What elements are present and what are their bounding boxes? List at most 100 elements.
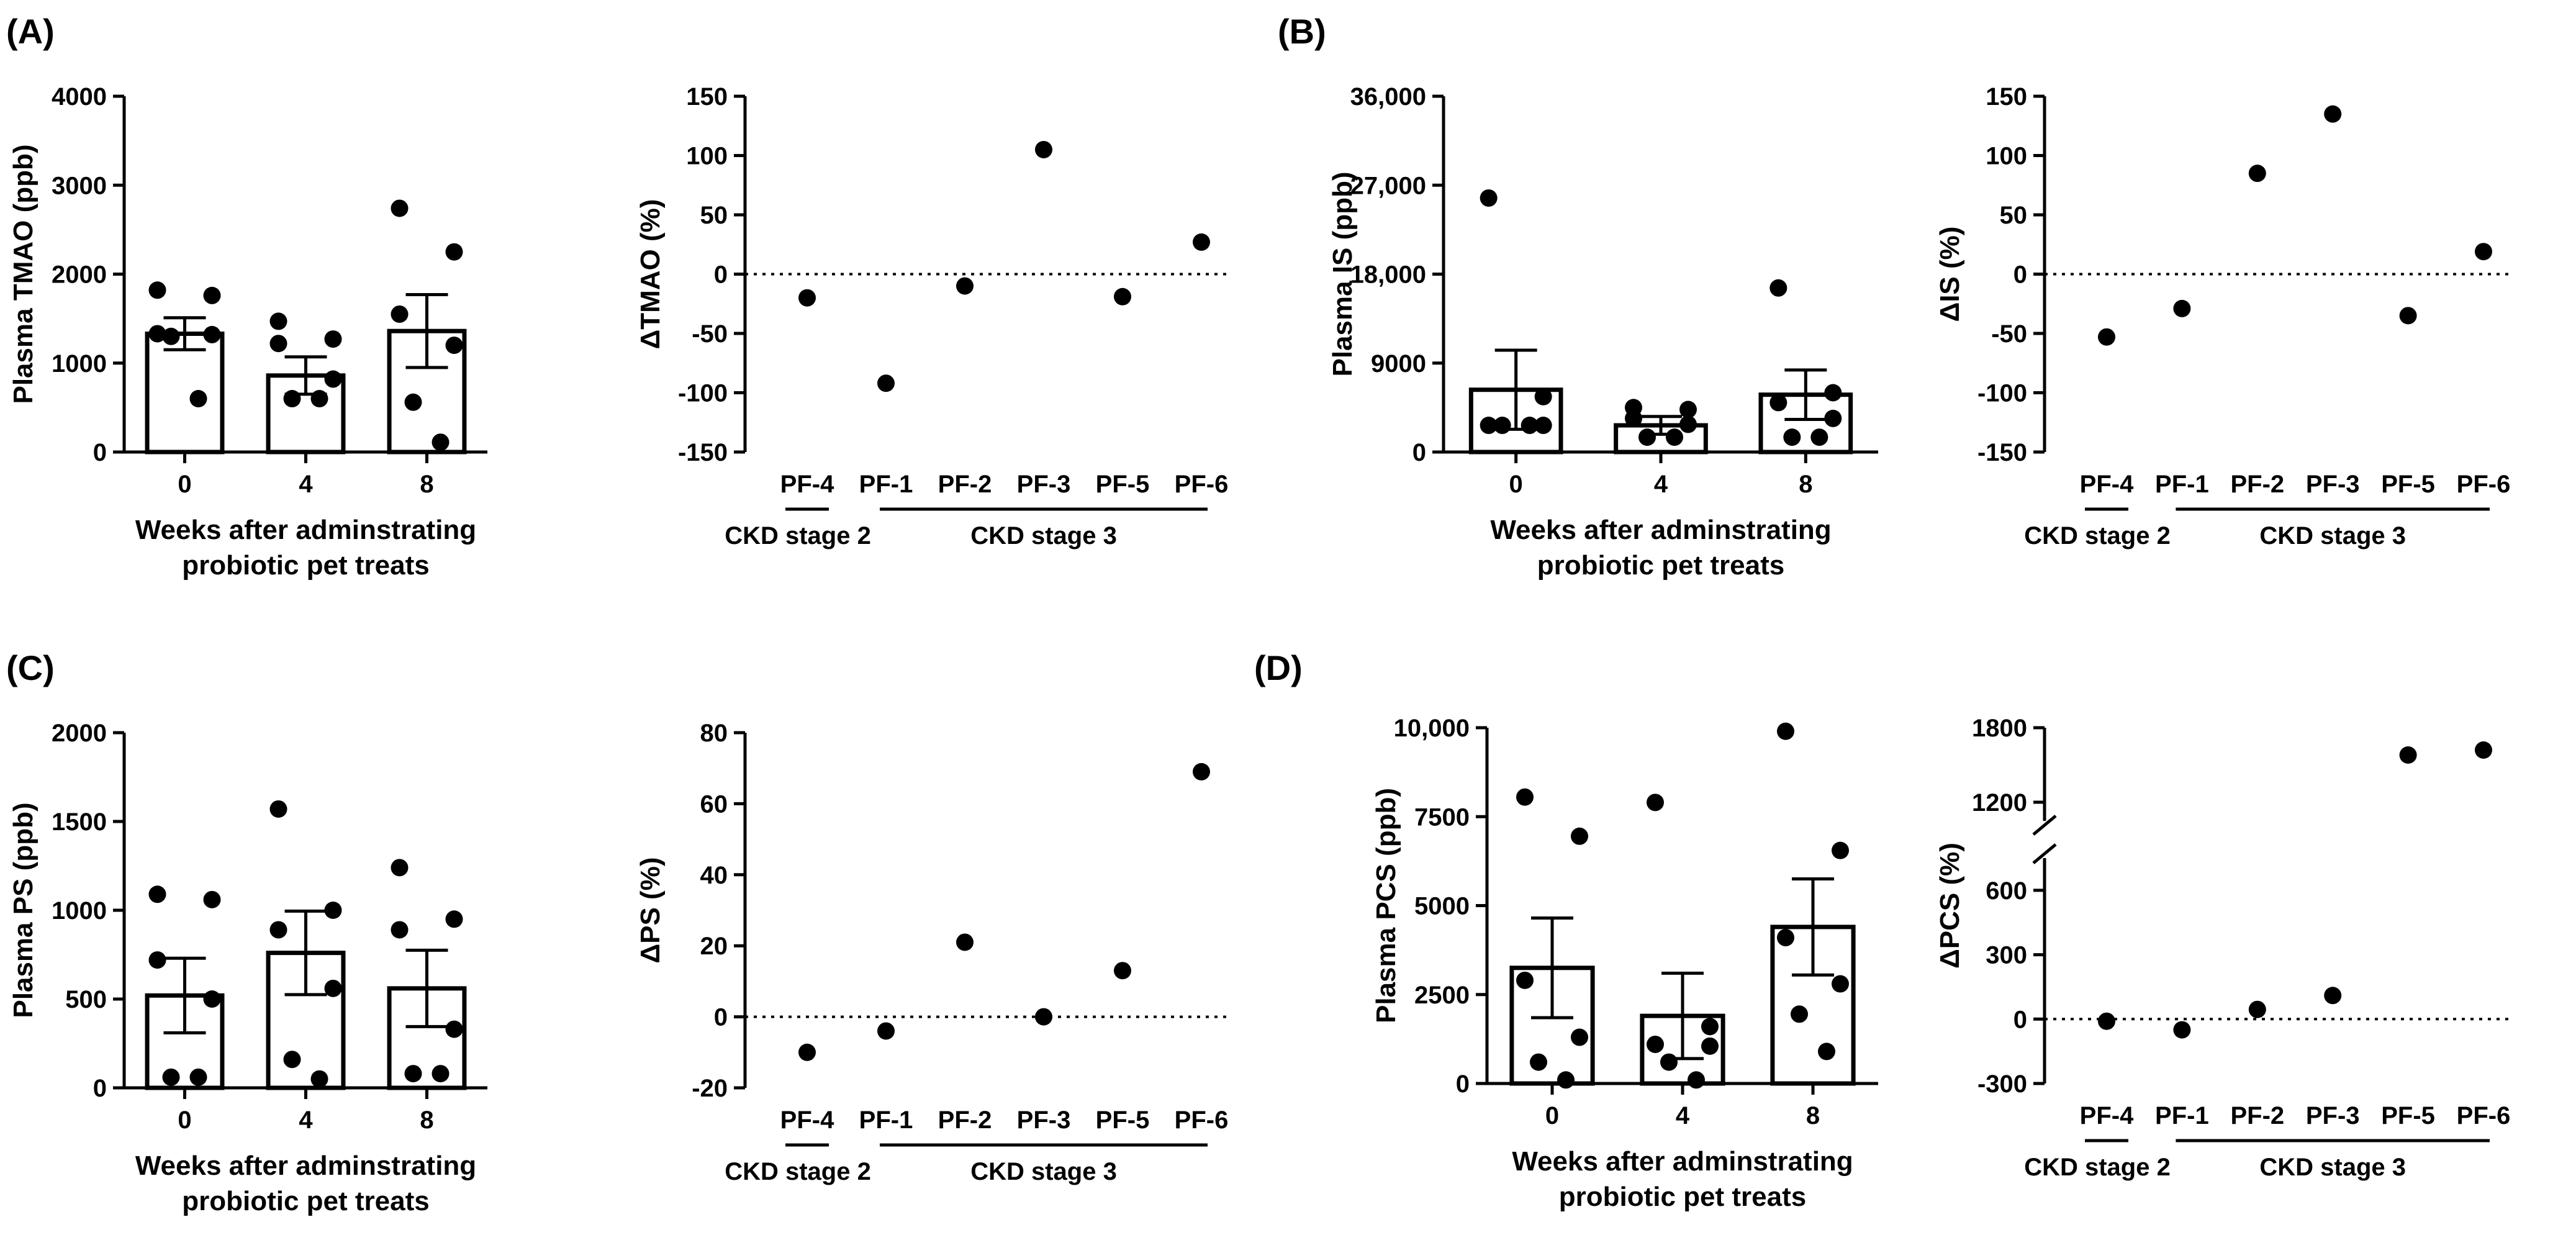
x-tick-label: 4	[1676, 1102, 1690, 1129]
y-tick-label: 0	[93, 1075, 107, 1102]
data-point	[283, 390, 301, 408]
y-axis-title: Plasma PS (ppb)	[8, 802, 38, 1018]
category-label-pf-4: PF-4	[2080, 1102, 2134, 1129]
category-label-pf-5: PF-5	[2381, 471, 2435, 498]
data-point	[1824, 409, 1842, 427]
data-point	[391, 921, 409, 939]
data-point-pf-5	[2399, 307, 2417, 325]
category-label-pf-2: PF-2	[938, 1106, 992, 1134]
y-tick-label: 5000	[1414, 893, 1470, 920]
data-point	[203, 990, 221, 1008]
data-point	[432, 433, 450, 451]
data-point	[1791, 1005, 1808, 1023]
y-tick-label: 600	[1986, 877, 2027, 905]
y-tick-label: 100	[1986, 143, 2027, 170]
panel-letter: (D)	[1254, 648, 1303, 687]
y-tick-label: 1000	[52, 350, 107, 378]
category-label-pf-5: PF-5	[1096, 471, 1150, 498]
y-tick-label: -20	[692, 1075, 728, 1102]
y-axis-title: ΔPS (%)	[635, 857, 666, 964]
data-point	[1783, 428, 1801, 446]
data-point	[1521, 417, 1539, 435]
data-point	[1701, 1037, 1719, 1055]
data-point	[162, 1068, 180, 1086]
y-tick-label: -50	[1991, 320, 2027, 348]
x-tick-label: 0	[178, 1106, 191, 1134]
y-tick-label: 50	[2000, 202, 2028, 229]
y-axis-title: ΔTMAO (%)	[635, 199, 666, 350]
data-point-pf-6	[1193, 233, 1210, 251]
x-axis-title-line1: Weeks after adminstrating	[135, 515, 476, 545]
y-tick-label: 40	[700, 862, 728, 889]
data-point	[445, 243, 463, 261]
data-point	[1480, 417, 1498, 435]
data-point	[404, 393, 422, 411]
data-point	[1832, 975, 1849, 993]
category-label-pf-3: PF-3	[1017, 1106, 1071, 1134]
data-point	[148, 951, 166, 969]
group-label-stage2: CKD stage 2	[2024, 1154, 2171, 1181]
data-point	[1647, 1035, 1664, 1053]
data-point	[1666, 428, 1683, 446]
y-tick-label: 1800	[1972, 715, 2027, 742]
data-point	[1824, 384, 1842, 402]
y-tick-label: 1000	[52, 897, 107, 925]
data-point	[324, 330, 342, 348]
y-tick-label: 3000	[52, 172, 107, 199]
data-point-pf-1	[877, 1022, 895, 1040]
category-label-pf-4: PF-4	[2080, 471, 2134, 498]
data-point	[148, 281, 166, 299]
y-axis-title: ΔIS (%)	[1935, 227, 1965, 322]
y-axis-title: Plasma IS (ppb)	[1327, 171, 1358, 376]
x-tick-label: 0	[1545, 1102, 1559, 1129]
data-point	[269, 312, 287, 330]
data-point-pf-2	[956, 933, 974, 951]
y-tick-label: 500	[65, 986, 107, 1013]
category-label-pf-1: PF-1	[2155, 471, 2209, 498]
data-point-pf-3	[2324, 105, 2342, 123]
y-tick-label: -150	[1977, 439, 2027, 466]
y-tick-label: 60	[700, 790, 728, 818]
panel-letter: (C)	[6, 648, 55, 687]
data-point-pf-6	[1193, 762, 1210, 780]
data-point	[203, 325, 221, 343]
x-axis-title-line2: probiotic pet treats	[1559, 1182, 1807, 1212]
data-point-pf-5	[1114, 962, 1131, 980]
y-tick-label: 20	[700, 933, 728, 960]
data-point	[1832, 841, 1849, 859]
data-point	[1480, 189, 1498, 207]
data-point	[1769, 279, 1787, 297]
bar-week-0	[145, 331, 225, 455]
data-point-pf-4	[2098, 1012, 2115, 1030]
data-point	[1557, 1071, 1575, 1089]
y-tick-label: -150	[678, 439, 728, 466]
x-tick-label: 4	[299, 471, 313, 498]
y-tick-label: 9000	[1371, 350, 1426, 378]
data-point-pf-3	[1035, 140, 1052, 158]
data-point	[1701, 1018, 1719, 1036]
y-tick-label: -50	[692, 320, 728, 348]
data-point	[203, 890, 221, 908]
data-point	[324, 370, 342, 388]
group-label-stage2: CKD stage 2	[725, 522, 871, 550]
data-point	[445, 1020, 463, 1038]
data-point	[404, 1065, 422, 1083]
y-tick-label: 10,000	[1394, 715, 1470, 742]
data-point	[1777, 722, 1794, 740]
y-tick-label: 0	[93, 439, 107, 466]
data-point-pf-1	[2173, 1021, 2191, 1039]
data-point-pf-2	[2248, 1000, 2266, 1018]
data-point-pf-4	[2098, 328, 2115, 346]
x-axis-title-line2: probiotic pet treats	[1537, 550, 1785, 581]
data-point	[1679, 415, 1697, 433]
data-point	[1769, 394, 1787, 412]
data-point	[148, 885, 166, 903]
data-point	[1516, 971, 1534, 989]
y-tick-label: -100	[1977, 380, 2027, 407]
data-point	[283, 1051, 301, 1069]
x-axis-title-line1: Weeks after adminstrating	[1512, 1146, 1853, 1177]
data-point	[310, 1070, 328, 1088]
y-tick-label: 150	[1986, 83, 2027, 111]
x-tick-label: 4	[299, 1106, 313, 1134]
